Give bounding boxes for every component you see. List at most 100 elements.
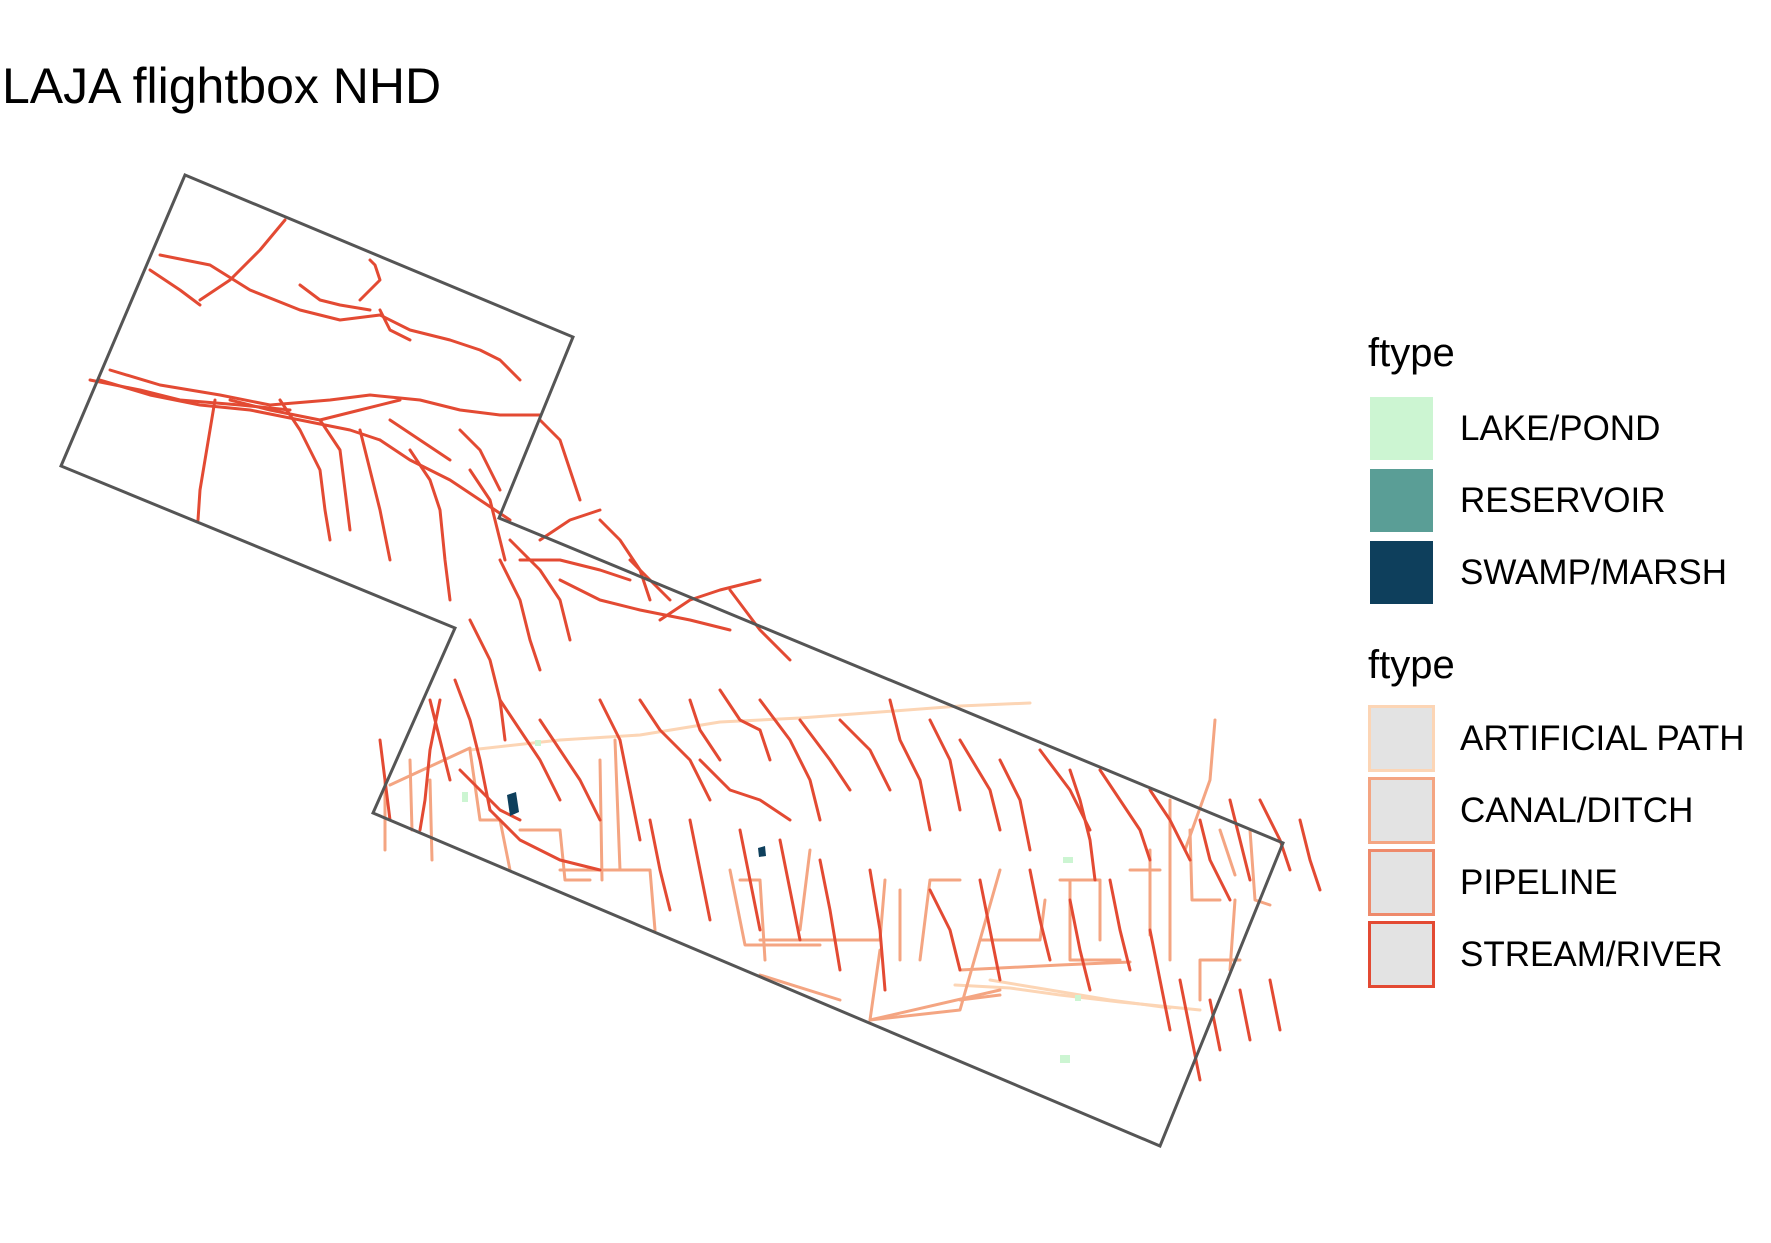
stream-line bbox=[1178, 978, 1202, 1082]
stream-line bbox=[1228, 798, 1252, 882]
canal-line bbox=[518, 828, 592, 882]
stream-line bbox=[818, 858, 842, 972]
flightbox-boundary bbox=[59, 173, 1285, 1148]
legend-key-canal-ditch bbox=[1368, 777, 1435, 844]
stream-line bbox=[408, 448, 452, 602]
stream-line bbox=[378, 308, 412, 342]
stream-line bbox=[508, 538, 572, 642]
stream-line bbox=[278, 398, 332, 542]
stream-line bbox=[498, 558, 542, 672]
canal-line bbox=[918, 878, 962, 962]
stream-line bbox=[538, 718, 602, 822]
stream-line bbox=[1098, 768, 1152, 862]
legend-label: SWAMP/MARSH bbox=[1460, 553, 1728, 592]
stream-river-layer bbox=[88, 218, 1322, 1082]
stream-line bbox=[1148, 788, 1192, 862]
legend-key-swamp-marsh bbox=[1368, 539, 1435, 606]
canal-line bbox=[613, 738, 622, 872]
stream-line bbox=[158, 253, 522, 382]
stream-line bbox=[928, 718, 962, 812]
legend-label: STREAM/RIVER bbox=[1460, 935, 1723, 974]
canal-line bbox=[868, 988, 1002, 1022]
stream-line bbox=[728, 588, 792, 662]
stream-line bbox=[928, 888, 962, 972]
stream-line bbox=[358, 428, 392, 562]
stream-line bbox=[838, 718, 892, 792]
stream-line bbox=[148, 268, 202, 307]
canal-line bbox=[428, 778, 434, 862]
canal-line bbox=[408, 758, 414, 832]
stream-line bbox=[358, 258, 382, 302]
artificial-path-line bbox=[988, 978, 1172, 1010]
lake-pond-polygon bbox=[462, 792, 468, 802]
canal-line bbox=[838, 878, 887, 942]
stream-line bbox=[868, 868, 887, 992]
stream-line bbox=[458, 428, 502, 492]
stream-line bbox=[638, 698, 712, 802]
stream-line bbox=[196, 398, 217, 522]
stream-line bbox=[738, 828, 762, 932]
canal-line bbox=[1218, 828, 1237, 877]
legend-key-artificial-path bbox=[1368, 705, 1435, 772]
stream-line bbox=[538, 418, 582, 502]
stream-line bbox=[658, 578, 762, 622]
canal-line bbox=[758, 973, 842, 1002]
lake-pond-polygon bbox=[1063, 857, 1073, 863]
legend-label: ARTIFICIAL PATH bbox=[1460, 719, 1745, 758]
stream-line bbox=[388, 418, 452, 462]
canal-ditch-layer bbox=[383, 718, 1272, 1022]
stream-line bbox=[718, 688, 772, 762]
canal-line bbox=[738, 878, 767, 962]
stream-line bbox=[1238, 988, 1252, 1042]
canal-line bbox=[388, 746, 472, 787]
stream-line bbox=[598, 518, 652, 602]
stream-line bbox=[458, 768, 522, 822]
stream-line bbox=[1068, 898, 1092, 992]
map-title: LAJA flightbox NHD bbox=[2, 58, 442, 114]
stream-line bbox=[698, 758, 792, 822]
swamp-marsh-polygon bbox=[758, 846, 766, 857]
artificial-path-line bbox=[468, 701, 1032, 752]
stream-line bbox=[298, 283, 372, 312]
legend-label: RESERVOIR bbox=[1460, 481, 1666, 520]
stream-line bbox=[468, 468, 507, 562]
stream-line bbox=[108, 368, 542, 417]
stream-line bbox=[1298, 818, 1322, 892]
canal-line bbox=[868, 868, 1002, 1022]
canal-line bbox=[958, 960, 1132, 972]
stream-line bbox=[648, 818, 672, 912]
stream-line bbox=[1068, 768, 1097, 882]
stream-line bbox=[1208, 998, 1222, 1052]
canal-line bbox=[798, 848, 812, 932]
stream-line bbox=[1028, 868, 1052, 962]
stream-line bbox=[453, 678, 492, 812]
stream-line bbox=[498, 698, 562, 802]
legend-key-pipeline bbox=[1368, 849, 1435, 916]
canal-line bbox=[1228, 898, 1237, 972]
legend-polygons-title: ftype bbox=[1368, 331, 1455, 375]
legend-key-reservoir bbox=[1368, 467, 1435, 534]
canal-line bbox=[1248, 828, 1272, 907]
stream-line bbox=[468, 618, 507, 742]
stream-line bbox=[318, 418, 352, 532]
stream-line bbox=[1198, 818, 1232, 902]
stream-line bbox=[998, 758, 1032, 852]
stream-line bbox=[758, 698, 822, 822]
waterbody-layer bbox=[462, 740, 1081, 1063]
legend-label: LAKE/POND bbox=[1460, 409, 1661, 448]
stream-line bbox=[978, 878, 1002, 982]
stream-line bbox=[1258, 798, 1292, 872]
legend-key-lake-pond bbox=[1368, 395, 1435, 462]
stream-line bbox=[488, 808, 602, 872]
lake-pond-polygon bbox=[1075, 995, 1081, 1001]
stream-line bbox=[1038, 748, 1092, 832]
canal-line bbox=[868, 948, 882, 1022]
stream-line bbox=[688, 818, 712, 922]
stream-line bbox=[378, 438, 512, 522]
legend-key-stream-river bbox=[1368, 921, 1435, 988]
stream-line bbox=[98, 378, 382, 442]
stream-line bbox=[598, 698, 642, 842]
stream-line bbox=[1268, 978, 1282, 1032]
stream-line bbox=[378, 738, 392, 822]
